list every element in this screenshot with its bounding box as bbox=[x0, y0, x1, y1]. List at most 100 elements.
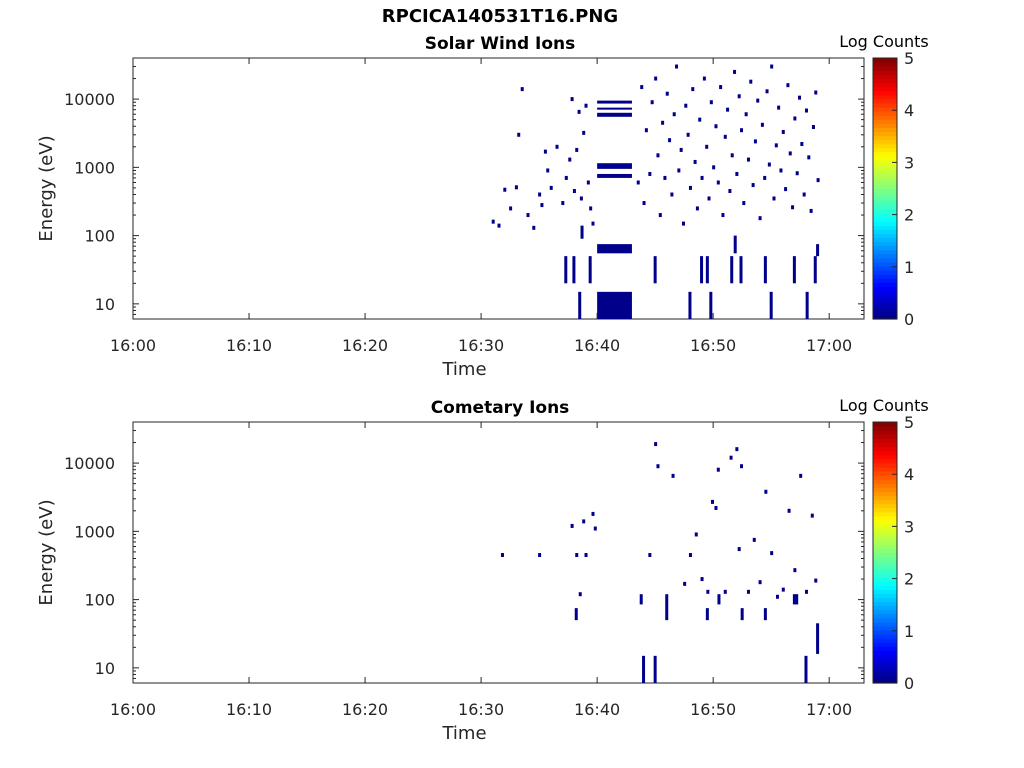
colorbar-segment bbox=[873, 544, 897, 550]
data-point bbox=[744, 112, 748, 117]
data-point bbox=[809, 208, 813, 213]
data-point bbox=[698, 117, 702, 122]
colorbar-segment bbox=[873, 294, 897, 300]
data-point bbox=[793, 116, 797, 121]
colorbar-segment bbox=[873, 102, 897, 108]
colorbar-segment bbox=[873, 528, 897, 533]
colorbar-segment bbox=[873, 568, 897, 574]
data-point bbox=[735, 447, 739, 452]
data-point bbox=[760, 122, 764, 127]
x-tick-label: 16:20 bbox=[342, 336, 388, 355]
data-point bbox=[636, 180, 640, 185]
colorbar-segment bbox=[873, 540, 897, 545]
data-bar bbox=[795, 594, 799, 605]
data-point bbox=[648, 553, 652, 558]
plot-area bbox=[132, 57, 865, 320]
colorbar-segment bbox=[873, 438, 897, 443]
colorbar-tick-label: 1 bbox=[904, 258, 914, 277]
data-point bbox=[767, 162, 771, 167]
colorbar-segment bbox=[873, 298, 897, 304]
data-point bbox=[520, 87, 524, 92]
colorbar-segment bbox=[873, 66, 897, 71]
colorbar-segment bbox=[873, 434, 897, 439]
data-point bbox=[672, 112, 676, 117]
colorbar-segment bbox=[873, 462, 897, 468]
x-tick-label: 16:00 bbox=[110, 700, 156, 719]
colorbar-segment bbox=[873, 548, 897, 554]
data-point bbox=[798, 95, 802, 100]
data-bar bbox=[816, 623, 820, 654]
colorbar-segment bbox=[873, 196, 897, 202]
data-bar bbox=[730, 256, 734, 284]
colorbar-segment bbox=[873, 282, 897, 287]
data-point bbox=[668, 138, 672, 143]
colorbar-segment bbox=[873, 172, 897, 177]
y-tick-label: 1000 bbox=[74, 158, 115, 177]
colorbar-segment bbox=[873, 621, 897, 627]
colorbar-segment bbox=[873, 78, 897, 84]
colorbar-segment bbox=[873, 155, 897, 161]
colorbar-segment bbox=[873, 74, 897, 79]
data-point bbox=[764, 489, 768, 494]
y-tick-label: 100 bbox=[84, 591, 115, 610]
colorbar-segment bbox=[873, 654, 897, 660]
x-tick-label: 16:40 bbox=[574, 336, 620, 355]
colorbar-segment bbox=[873, 523, 897, 529]
data-bar bbox=[804, 655, 808, 683]
data-point bbox=[514, 185, 518, 190]
colorbar-segment bbox=[873, 662, 897, 668]
data-point bbox=[671, 473, 675, 478]
data-point bbox=[675, 64, 679, 69]
data-point bbox=[707, 196, 711, 201]
colorbar-segment bbox=[873, 127, 897, 133]
colorbar-segment bbox=[873, 674, 897, 680]
colorbar-segment bbox=[873, 613, 897, 619]
colorbar-segment bbox=[873, 237, 897, 243]
x-tick-label: 16:50 bbox=[690, 336, 736, 355]
colorbar-frame bbox=[872, 57, 898, 320]
data-point bbox=[658, 213, 662, 218]
x-tick-label: 16:30 bbox=[458, 700, 504, 719]
plot-area bbox=[132, 421, 865, 684]
colorbar-segment bbox=[873, 265, 897, 271]
x-tick-label: 16:50 bbox=[690, 700, 736, 719]
data-point bbox=[726, 107, 730, 112]
colorbar-segment bbox=[873, 200, 897, 206]
y-axis-label: Energy (eV) bbox=[36, 499, 57, 605]
data-point bbox=[795, 171, 799, 176]
colorbar-segment bbox=[873, 585, 897, 590]
data-point bbox=[804, 108, 808, 113]
data-point bbox=[719, 85, 723, 90]
data-bar bbox=[580, 225, 584, 239]
data-point bbox=[723, 134, 727, 139]
data-point bbox=[549, 185, 553, 190]
colorbar-segment bbox=[873, 634, 897, 639]
colorbar-segment bbox=[873, 625, 897, 631]
data-point bbox=[526, 213, 530, 218]
colorbar-segment bbox=[873, 593, 897, 598]
data-point bbox=[688, 185, 692, 190]
data-point bbox=[716, 467, 720, 472]
data-point bbox=[577, 109, 581, 114]
data-point bbox=[786, 83, 790, 88]
data-point bbox=[540, 203, 544, 208]
colorbar-segment bbox=[873, 306, 897, 312]
colorbar-segment bbox=[873, 212, 897, 218]
data-bar bbox=[572, 256, 576, 284]
data-point bbox=[804, 589, 808, 594]
x-tick-label: 16:00 bbox=[110, 336, 156, 355]
x-axis-label: Time bbox=[441, 359, 486, 380]
data-point bbox=[730, 153, 734, 158]
data-bar bbox=[709, 291, 713, 319]
colorbar-segment bbox=[873, 617, 897, 623]
data-point bbox=[582, 130, 586, 135]
data-point bbox=[509, 206, 513, 211]
colorbar-segment bbox=[873, 605, 897, 611]
colorbar-segment bbox=[873, 576, 897, 582]
colorbar-tick-label: 1 bbox=[904, 622, 914, 641]
data-point bbox=[770, 551, 774, 556]
data-point bbox=[500, 553, 504, 558]
data-point bbox=[807, 155, 811, 160]
colorbar-segment bbox=[873, 278, 897, 283]
